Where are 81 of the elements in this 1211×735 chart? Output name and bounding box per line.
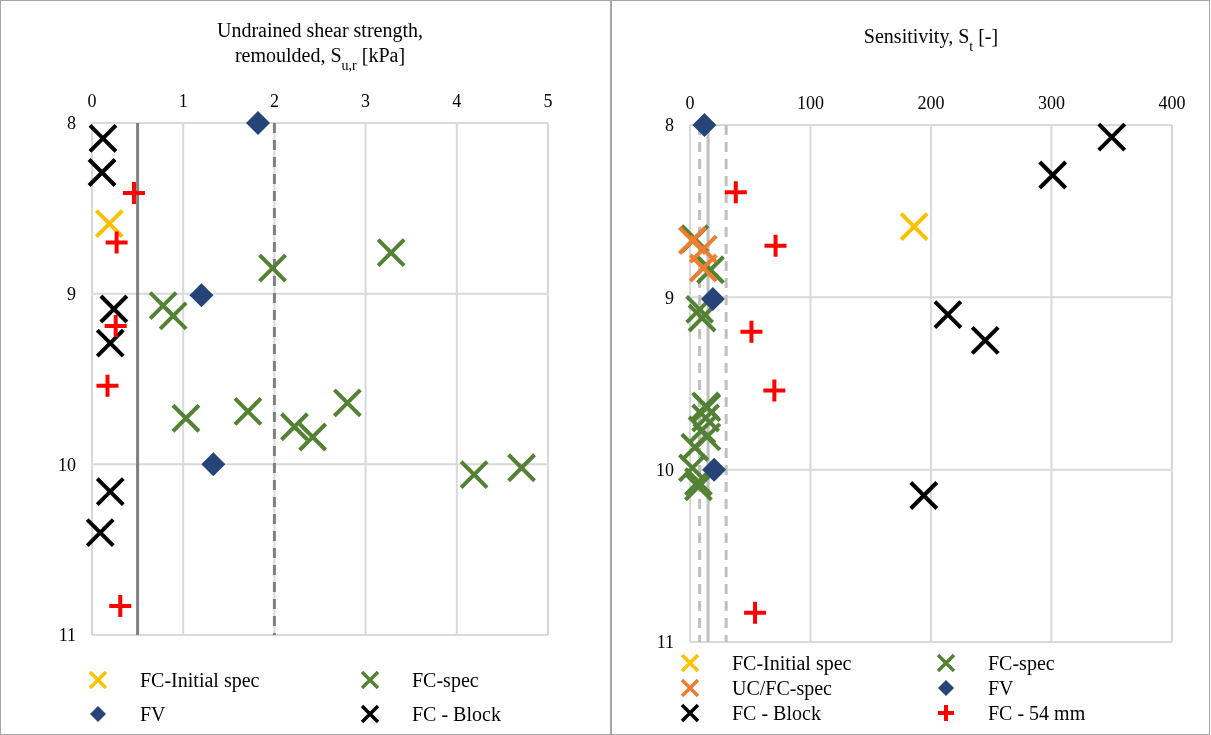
point [702,457,727,482]
point [279,411,310,442]
legend-label: FC - 54 mm [988,702,1086,724]
point [105,231,128,254]
point [257,253,288,284]
point [679,432,710,463]
point [695,254,726,285]
point [740,320,763,343]
point [170,403,201,434]
point [908,480,939,511]
point [692,113,717,137]
point [1096,122,1127,153]
legend-label: FC-Initial spec [140,669,260,692]
y-tick-label: 8 [67,113,76,134]
point [109,594,132,617]
point [245,111,270,135]
point [690,402,721,433]
point [970,325,1001,356]
point [94,208,125,239]
point [189,283,214,308]
point [506,452,537,483]
point [677,452,708,483]
point [87,123,118,154]
point [297,422,328,453]
point [96,374,119,397]
x-tick-label: 0 [87,91,97,111]
x-tick-label: 3 [361,91,371,111]
point [687,303,718,334]
point [763,379,786,402]
point [744,601,767,624]
point [98,294,129,325]
point [932,299,963,330]
legend-label: FV [140,703,167,725]
y-tick-label: 11 [656,632,674,653]
point [85,517,116,548]
x-tick-label: 0 [685,93,695,113]
y-tick-label: 11 [58,625,76,646]
legend-label: UC/FC-spec [732,677,833,700]
x-tick-label: 4 [452,91,462,111]
y-tick-label: 10 [656,459,674,480]
point [899,211,930,242]
legend-label: FV [988,677,1015,699]
legend-label: FC - Block [412,703,501,725]
point [201,452,226,477]
x-tick-label: 5 [543,91,553,111]
x-tick-label: 300 [1038,93,1065,113]
x-tick-label: 400 [1158,93,1186,113]
point [684,294,715,325]
point [122,181,145,204]
point [87,157,118,188]
legend-label: FC - Block [732,702,821,724]
point [700,287,725,312]
point [1037,159,1068,190]
x-tick-label: 2 [269,91,279,111]
legend-label: FC-spec [988,652,1055,675]
point [158,300,189,331]
y-tick-label: 9 [67,283,76,304]
point [724,181,747,204]
point [376,237,407,268]
x-tick-label: 200 [917,93,945,113]
point [764,234,787,257]
point [459,459,490,490]
x-tick-label: 1 [178,91,188,111]
point [691,421,722,452]
point [232,396,263,427]
legend-label: FC-spec [412,669,479,692]
chart-title: Sensitivity, S$_{t}$ [-] [863,25,999,54]
chart-title: Undrained shear strength, remoulded, S$_{u,r}$ [kPa] [216,19,424,73]
point [332,387,363,418]
legend-label: FC-Initial spec [732,652,852,675]
point [687,415,718,446]
point [104,315,127,338]
y-tick-label: 8 [665,115,674,136]
y-tick-label: 9 [665,287,674,308]
point [148,290,179,321]
point [95,476,126,507]
x-tick-label: 100 [797,93,824,113]
point [95,328,126,359]
point [688,234,719,265]
point [688,253,719,284]
y-tick-label: 10 [58,454,76,475]
